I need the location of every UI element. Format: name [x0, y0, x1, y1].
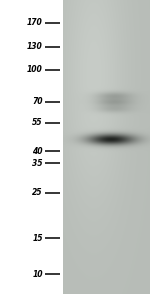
Text: 55: 55 [32, 118, 43, 128]
Text: 100: 100 [27, 66, 43, 74]
Text: 15: 15 [32, 234, 43, 243]
Text: 170: 170 [27, 18, 43, 27]
Text: 35: 35 [32, 158, 43, 168]
Text: 25: 25 [32, 188, 43, 198]
Text: 10: 10 [32, 270, 43, 279]
Text: 70: 70 [32, 97, 43, 106]
Text: 130: 130 [27, 42, 43, 51]
Text: 40: 40 [32, 147, 43, 156]
